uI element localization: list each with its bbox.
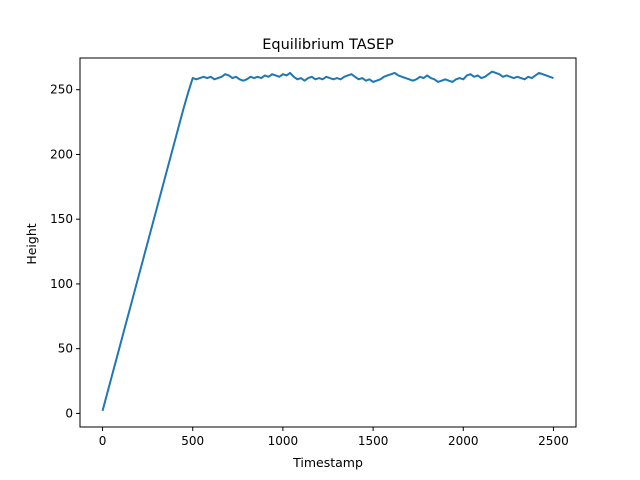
y-axis-ticks: 0 50 100 150 200 250 [50,83,80,420]
x-tick-label: 2000 [448,434,479,448]
axes-frame [79,57,577,428]
x-tick-label: 1000 [268,434,299,448]
x-tick-label: 2500 [538,434,569,448]
x-tick-label: 500 [181,434,204,448]
x-axis-ticks: 0 500 1000 1500 2000 2500 [99,427,569,448]
y-tick-label: 150 [50,212,73,226]
y-tick-label: 100 [50,277,73,291]
x-tick-label: 1500 [358,434,389,448]
y-tick-label: 0 [65,406,73,420]
y-axis-label: Height [24,223,39,264]
y-tick-label: 200 [50,147,73,161]
plot-area [101,70,554,412]
chart-title: Equilibrium TASEP [262,37,394,53]
series-line-0 [101,70,554,412]
y-tick-label: 50 [58,342,73,356]
x-tick-label: 0 [99,434,107,448]
x-axis-label: Timestamp [292,455,363,470]
y-tick-label: 250 [50,83,73,97]
